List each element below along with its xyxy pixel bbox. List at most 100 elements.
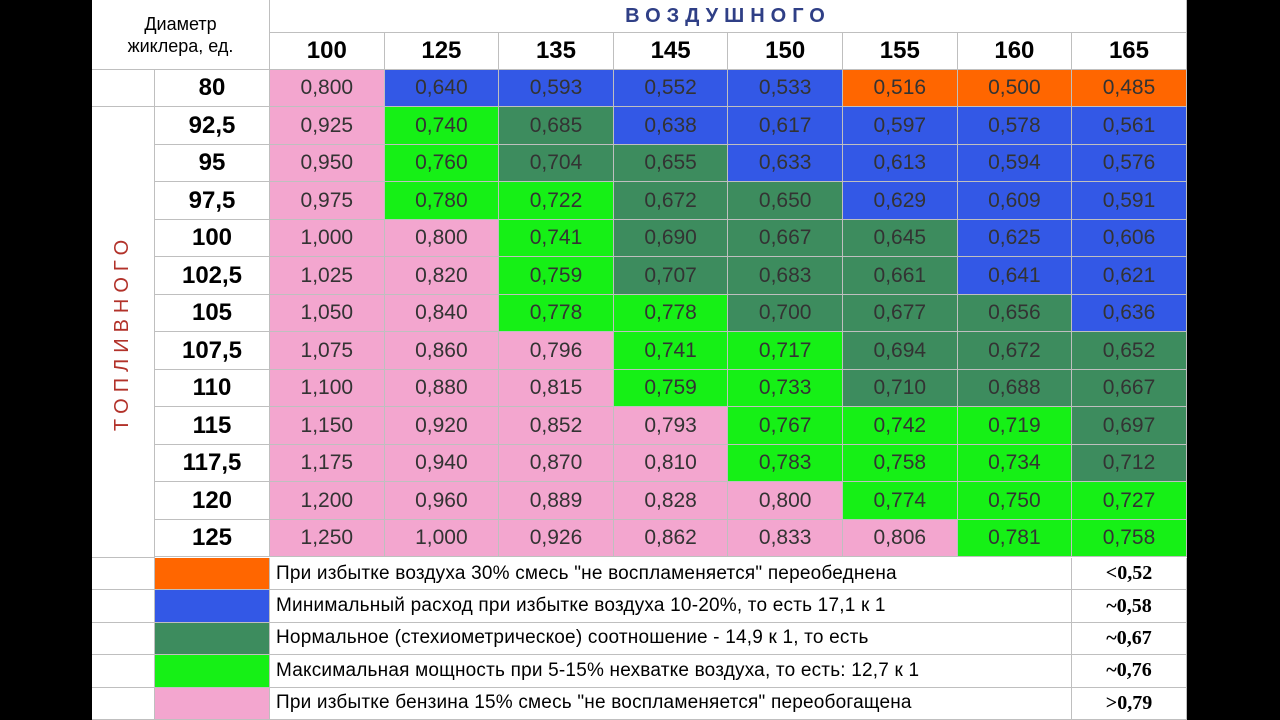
legend-blank [92, 558, 155, 591]
fuel-jet-header: ТОПЛИВНОГО [92, 107, 155, 558]
column-header: 160 [957, 33, 1073, 70]
row-header: 125 [155, 520, 270, 557]
ratio-cell: 0,661 [843, 257, 958, 295]
ratio-cell: 0,741 [499, 220, 614, 257]
ratio-cell: 0,561 [1072, 107, 1187, 145]
ratio-cell: 0,613 [843, 145, 958, 182]
legend-text: Нормальное (стехиометрическое) соотношен… [270, 622, 1072, 656]
ratio-cell: 0,719 [957, 407, 1073, 445]
ratio-cell: 0,650 [728, 182, 843, 220]
ratio-cell: 0,667 [728, 220, 843, 257]
ratio-cell: 1,000 [270, 220, 385, 257]
ratio-cell: 1,150 [270, 407, 385, 445]
ratio-cell: 0,672 [613, 182, 729, 220]
ratio-cell: 0,688 [957, 370, 1073, 407]
ratio-cell: 0,800 [728, 482, 843, 520]
ratio-cell: 1,075 [270, 332, 385, 370]
ratio-cell: 0,704 [499, 145, 614, 182]
ratio-cell: 0,960 [384, 482, 500, 520]
ratio-cell: 0,840 [384, 295, 500, 332]
ratio-cell: 0,712 [1072, 445, 1187, 482]
ratio-cell: 0,677 [843, 295, 958, 332]
legend-text: При избытке бензина 15% смесь "не воспла… [270, 687, 1072, 720]
ratio-cell: 0,950 [270, 145, 385, 182]
ratio-cell: 0,690 [613, 220, 729, 257]
ratio-cell: 0,806 [843, 520, 958, 557]
column-header: 135 [499, 33, 614, 70]
column-header: 100 [270, 33, 385, 70]
ratio-cell: 1,250 [270, 520, 385, 557]
ratio-cell: 0,750 [957, 482, 1073, 520]
ratio-cell: 0,828 [613, 482, 729, 520]
row-header: 105 [155, 295, 270, 332]
ratio-cell: 1,175 [270, 445, 385, 482]
ratio-cell: 0,733 [728, 370, 843, 407]
row80-spacer [92, 70, 155, 107]
row-header: 97,5 [155, 182, 270, 220]
ratio-cell: 0,778 [613, 295, 729, 332]
ratio-cell: 0,629 [843, 182, 958, 220]
row-header: 92,5 [155, 107, 270, 145]
ratio-cell: 0,533 [728, 70, 843, 107]
ratio-cell: 0,672 [957, 332, 1073, 370]
ratio-cell: 0,578 [957, 107, 1073, 145]
row-header: 117,5 [155, 445, 270, 482]
column-header: 145 [613, 33, 729, 70]
ratio-cell: 0,633 [728, 145, 843, 182]
ratio-cell: 0,758 [1072, 520, 1187, 557]
column-header: 165 [1072, 33, 1187, 70]
ratio-cell: 0,926 [499, 520, 614, 557]
legend-text: При избытке воздуха 30% смесь "не воспла… [270, 558, 1072, 591]
ratio-cell: 0,591 [1072, 182, 1187, 220]
row-header: 102,5 [155, 257, 270, 295]
ratio-cell: 0,774 [843, 482, 958, 520]
ratio-cell: 0,815 [499, 370, 614, 407]
ratio-cell: 0,516 [843, 70, 958, 107]
ratio-cell: 0,800 [384, 220, 500, 257]
legend-value: ~0,58 [1072, 590, 1187, 623]
ratio-cell: 0,783 [728, 445, 843, 482]
ratio-cell: 0,685 [499, 107, 614, 145]
ratio-cell: 0,636 [1072, 295, 1187, 332]
column-header: 125 [384, 33, 500, 70]
ratio-cell: 0,820 [384, 257, 500, 295]
ratio-cell: 0,593 [499, 70, 614, 107]
ratio-cell: 0,640 [384, 70, 500, 107]
row-header: 95 [155, 145, 270, 182]
ratio-cell: 0,485 [1072, 70, 1187, 107]
ratio-cell: 0,617 [728, 107, 843, 145]
ratio-cell: 0,880 [384, 370, 500, 407]
ratio-cell: 0,500 [957, 70, 1073, 107]
ratio-cell: 1,100 [270, 370, 385, 407]
fuel-jet-label: ТОПЛИВНОГО [111, 233, 134, 431]
legend-text: Минимальный расход при избытке воздуха 1… [270, 590, 1072, 623]
corner-label-line1: Диаметр [144, 13, 217, 34]
row-header: 80 [155, 70, 270, 107]
ratio-cell: 0,862 [613, 520, 729, 557]
ratio-cell: 0,707 [613, 257, 729, 295]
ratio-cell: 0,576 [1072, 145, 1187, 182]
legend-value: ~0,67 [1072, 622, 1187, 656]
ratio-cell: 0,760 [384, 145, 500, 182]
ratio-cell: 0,597 [843, 107, 958, 145]
ratio-cell: 0,722 [499, 182, 614, 220]
legend-text: Максимальная мощность при 5-15% нехватке… [270, 655, 1072, 688]
ratio-cell: 0,652 [1072, 332, 1187, 370]
ratio-cell: 0,778 [499, 295, 614, 332]
row-header: 107,5 [155, 332, 270, 370]
ratio-cell: 0,889 [499, 482, 614, 520]
legend-blank [92, 687, 155, 720]
ratio-cell: 0,793 [613, 407, 729, 445]
air-jet-header: ВОЗДУШНОГО [270, 0, 1187, 33]
ratio-cell: 0,621 [1072, 257, 1187, 295]
ratio-cell: 0,767 [728, 407, 843, 445]
ratio-cell: 0,925 [270, 107, 385, 145]
legend-value: <0,52 [1072, 558, 1187, 591]
ratio-cell: 0,800 [270, 70, 385, 107]
legend-swatch [155, 558, 270, 591]
ratio-cell: 0,667 [1072, 370, 1187, 407]
jet-ratio-table: Диаметр жиклера, ед. ВОЗДУШНОГО ТОПЛИВНО… [92, 0, 1187, 720]
ratio-cell: 0,638 [613, 107, 729, 145]
row-header: 110 [155, 370, 270, 407]
ratio-cell: 0,697 [1072, 407, 1187, 445]
